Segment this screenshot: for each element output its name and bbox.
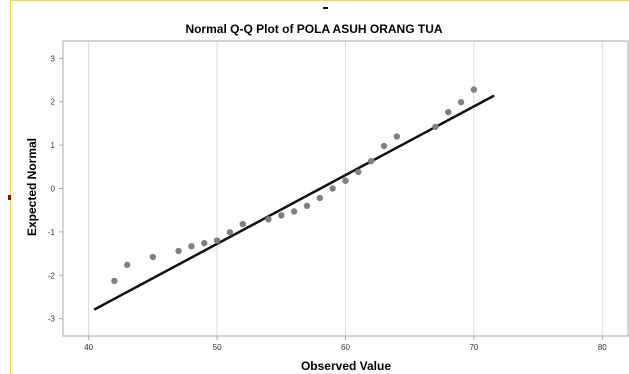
data-point	[342, 177, 349, 184]
reference-line	[93, 94, 495, 311]
data-point	[278, 212, 285, 219]
data-point	[265, 216, 272, 223]
data-point	[367, 157, 375, 165]
x-tick-label: 70	[469, 343, 478, 352]
data-point	[355, 168, 362, 176]
data-point	[457, 98, 465, 106]
data-point	[290, 208, 298, 215]
data-point	[111, 277, 118, 285]
top-rule	[10, 0, 629, 1]
side-marker	[8, 195, 11, 200]
data-point	[149, 253, 157, 261]
x-tick-label: 40	[84, 343, 93, 352]
data-point	[445, 108, 452, 116]
data-point	[329, 185, 336, 192]
grid-layer	[88, 41, 603, 336]
reference-line-layer	[93, 94, 495, 311]
data-point	[380, 142, 388, 150]
data-point	[316, 194, 324, 202]
chart-title: Normal Q-Q Plot of POLA ASUH ORANG TUA	[185, 22, 442, 36]
data-point	[393, 133, 401, 140]
data-point	[213, 237, 221, 244]
data-point	[470, 86, 478, 93]
data-point	[226, 229, 234, 236]
y-tick-label: 2	[51, 98, 56, 107]
x-tick-label: 60	[341, 343, 350, 352]
y-tick-label: -1	[48, 228, 56, 237]
top-marker	[323, 7, 328, 9]
data-point	[124, 261, 131, 269]
data-point	[239, 220, 246, 228]
points-layer	[111, 86, 478, 285]
data-point	[303, 202, 311, 210]
x-tick-label: 80	[598, 343, 607, 352]
y-tick-label: -3	[48, 315, 56, 324]
data-point	[201, 239, 208, 247]
y-axis-label: Expected Normal	[25, 138, 39, 236]
y-tick-label: -2	[48, 271, 56, 280]
left-rule	[10, 0, 11, 374]
x-tick-label: 50	[213, 343, 222, 352]
data-point	[175, 247, 182, 255]
y-tick-label: 3	[51, 54, 56, 63]
y-tick-layer: 3 2 1 0 -1 -2 -3	[48, 54, 63, 324]
x-axis-label: Observed Value	[301, 359, 391, 373]
y-tick-label: 1	[51, 141, 56, 150]
x-tick-layer: 40 50 60 70 80	[84, 336, 607, 352]
y-tick-label: 0	[51, 185, 56, 194]
data-point	[188, 242, 195, 250]
data-point	[432, 123, 439, 131]
